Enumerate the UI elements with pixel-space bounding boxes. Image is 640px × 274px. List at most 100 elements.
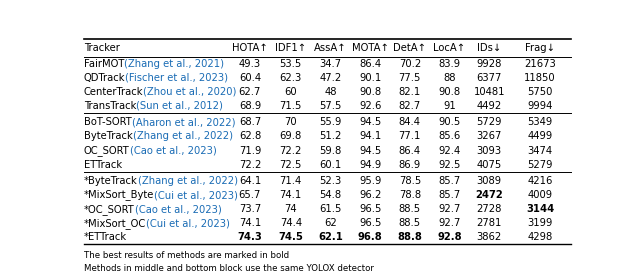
Text: (Fischer et al., 2023): (Fischer et al., 2023) <box>125 73 228 83</box>
Text: 3474: 3474 <box>527 145 552 156</box>
Text: 74.4: 74.4 <box>280 218 302 228</box>
Text: 3093: 3093 <box>477 145 502 156</box>
Text: 82.7: 82.7 <box>399 101 421 111</box>
Text: 3267: 3267 <box>477 131 502 141</box>
Text: 85.7: 85.7 <box>438 190 461 200</box>
Text: 70.2: 70.2 <box>399 59 421 68</box>
Text: 62.8: 62.8 <box>239 131 261 141</box>
Text: 48: 48 <box>324 87 337 97</box>
Text: 52.3: 52.3 <box>319 176 342 186</box>
Text: 83.9: 83.9 <box>438 59 461 68</box>
Text: 57.5: 57.5 <box>319 101 342 111</box>
Text: 10481: 10481 <box>474 87 505 97</box>
Text: (Zhang et al., 2022): (Zhang et al., 2022) <box>138 176 237 186</box>
Text: 71.9: 71.9 <box>239 145 261 156</box>
Text: 5279: 5279 <box>527 160 553 170</box>
Text: 9928: 9928 <box>477 59 502 68</box>
Text: 74: 74 <box>285 204 297 214</box>
Text: 96.8: 96.8 <box>358 232 383 242</box>
Text: 90.5: 90.5 <box>438 117 461 127</box>
Text: 85.6: 85.6 <box>438 131 461 141</box>
Text: 4009: 4009 <box>527 190 552 200</box>
Text: 72.2: 72.2 <box>280 145 302 156</box>
Text: The best results of methods are marked in bold: The best results of methods are marked i… <box>84 251 289 260</box>
Text: 73.7: 73.7 <box>239 204 261 214</box>
Text: 88: 88 <box>444 73 456 83</box>
Text: (Sun et al., 2012): (Sun et al., 2012) <box>136 101 223 111</box>
Text: 86.4: 86.4 <box>359 59 381 68</box>
Text: 88.5: 88.5 <box>399 218 421 228</box>
Text: 11850: 11850 <box>524 73 556 83</box>
Text: 61.5: 61.5 <box>319 204 342 214</box>
Text: 88.5: 88.5 <box>399 204 421 214</box>
Text: (Zhou et al., 2020): (Zhou et al., 2020) <box>143 87 237 97</box>
Text: 4499: 4499 <box>527 131 553 141</box>
Text: 71.4: 71.4 <box>280 176 302 186</box>
Text: 2472: 2472 <box>476 190 503 200</box>
Text: 86.9: 86.9 <box>399 160 421 170</box>
Text: 92.4: 92.4 <box>438 145 461 156</box>
Text: *ByteTrack: *ByteTrack <box>84 176 138 186</box>
Text: 4075: 4075 <box>477 160 502 170</box>
Text: 92.7: 92.7 <box>438 218 461 228</box>
Text: 90.8: 90.8 <box>438 87 461 97</box>
Text: *ETTrack: *ETTrack <box>84 232 127 242</box>
Text: 70: 70 <box>285 117 297 127</box>
Text: IDs↓: IDs↓ <box>477 43 501 53</box>
Text: 62.1: 62.1 <box>318 232 343 242</box>
Text: Tracker: Tracker <box>84 43 120 53</box>
Text: 92.5: 92.5 <box>438 160 461 170</box>
Text: 92.6: 92.6 <box>359 101 381 111</box>
Text: 3199: 3199 <box>527 218 553 228</box>
Text: 94.5: 94.5 <box>359 145 381 156</box>
Text: 86.4: 86.4 <box>399 145 421 156</box>
Text: BoT-SORT: BoT-SORT <box>84 117 132 127</box>
Text: 85.7: 85.7 <box>438 176 461 186</box>
Text: CenterTrack: CenterTrack <box>84 87 143 97</box>
Text: 74.1: 74.1 <box>239 218 261 228</box>
Text: 62: 62 <box>324 218 337 228</box>
Text: (Cui et al., 2023): (Cui et al., 2023) <box>154 190 238 200</box>
Text: 3144: 3144 <box>526 204 554 214</box>
Text: 92.8: 92.8 <box>437 232 462 242</box>
Text: 64.1: 64.1 <box>239 176 261 186</box>
Text: 5750: 5750 <box>527 87 553 97</box>
Text: 6377: 6377 <box>477 73 502 83</box>
Text: 96.5: 96.5 <box>359 204 381 214</box>
Text: 77.5: 77.5 <box>399 73 421 83</box>
Text: MOTA↑: MOTA↑ <box>352 43 388 53</box>
Text: 72.2: 72.2 <box>239 160 261 170</box>
Text: 95.9: 95.9 <box>359 176 381 186</box>
Text: 77.1: 77.1 <box>399 131 421 141</box>
Text: (Cui et al., 2023): (Cui et al., 2023) <box>146 218 230 228</box>
Text: 51.2: 51.2 <box>319 131 342 141</box>
Text: 2781: 2781 <box>477 218 502 228</box>
Text: LocA↑: LocA↑ <box>433 43 465 53</box>
Text: 5349: 5349 <box>527 117 553 127</box>
Text: 4216: 4216 <box>527 176 553 186</box>
Text: 96.2: 96.2 <box>359 190 381 200</box>
Text: (Zhang et al., 2022): (Zhang et al., 2022) <box>132 131 233 141</box>
Text: 55.9: 55.9 <box>319 117 342 127</box>
Text: 60.4: 60.4 <box>239 73 261 83</box>
Text: 3089: 3089 <box>477 176 502 186</box>
Text: (Zhang et al., 2021): (Zhang et al., 2021) <box>124 59 225 68</box>
Text: 90.8: 90.8 <box>359 87 381 97</box>
Text: AssA↑: AssA↑ <box>314 43 347 53</box>
Text: 94.9: 94.9 <box>359 160 381 170</box>
Text: 82.1: 82.1 <box>399 87 421 97</box>
Text: 49.3: 49.3 <box>239 59 261 68</box>
Text: 78.5: 78.5 <box>399 176 421 186</box>
Text: (Cao et al., 2023): (Cao et al., 2023) <box>130 145 216 156</box>
Text: 78.8: 78.8 <box>399 190 421 200</box>
Text: 96.5: 96.5 <box>359 218 381 228</box>
Text: QDTrack: QDTrack <box>84 73 125 83</box>
Text: ByteTrack: ByteTrack <box>84 131 132 141</box>
Text: OC_SORT: OC_SORT <box>84 145 130 156</box>
Text: HOTA↑: HOTA↑ <box>232 43 268 53</box>
Text: TransTrack: TransTrack <box>84 101 136 111</box>
Text: 84.4: 84.4 <box>399 117 421 127</box>
Text: 74.5: 74.5 <box>278 232 303 242</box>
Text: ETTrack: ETTrack <box>84 160 122 170</box>
Text: *MixSort_Byte: *MixSort_Byte <box>84 190 154 201</box>
